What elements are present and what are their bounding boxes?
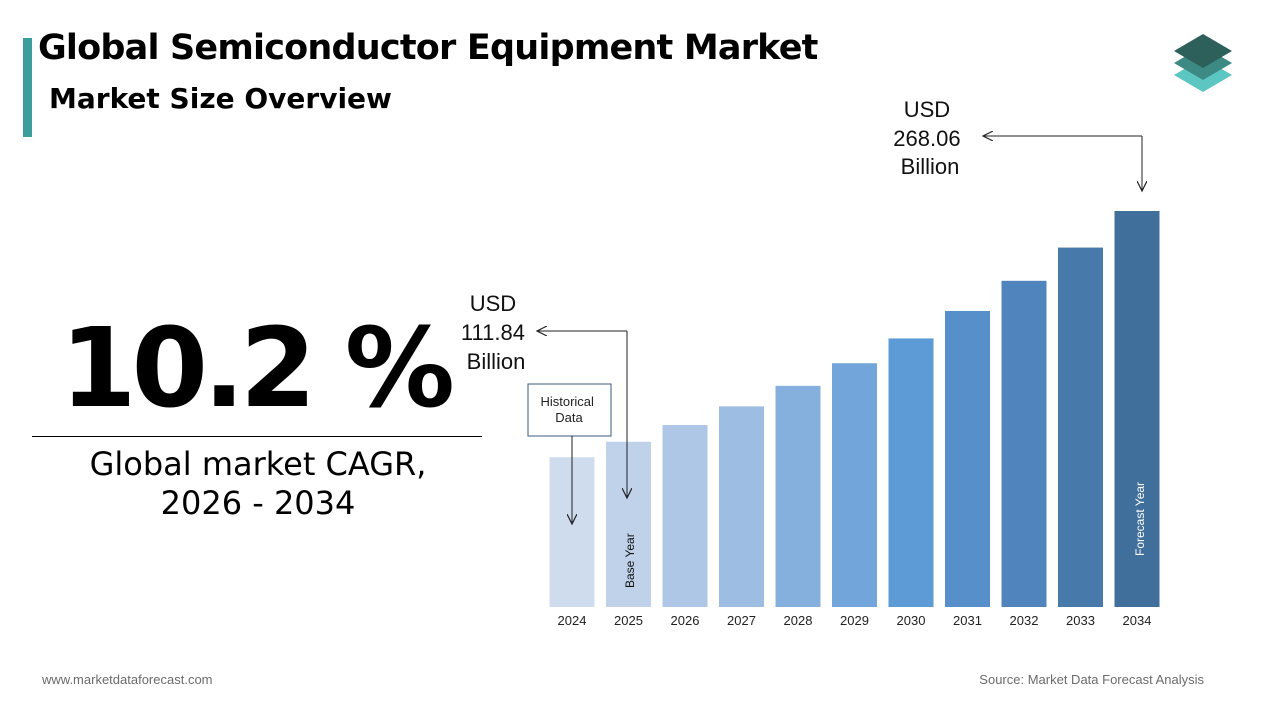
x-tick-2026: 2026 <box>671 613 700 628</box>
x-tick-2025: 2025 <box>614 613 643 628</box>
bar-2026 <box>662 424 708 607</box>
end-value-line1: USD <box>904 97 950 122</box>
start-value-label: USD 111.84 Billion <box>461 291 531 374</box>
bar-2031 <box>945 310 990 607</box>
start-value-line1: USD <box>470 291 516 316</box>
end-value-line3: Billion <box>901 154 960 179</box>
x-tick-2032: 2032 <box>1010 613 1039 628</box>
historical-data-line1: Historical <box>540 394 594 409</box>
kpi-divider <box>32 436 482 437</box>
x-tick-2027: 2027 <box>727 613 756 628</box>
footer-website: www.marketdataforecast.com <box>42 672 213 687</box>
title-accent-bar <box>23 38 32 137</box>
start-value-line3: Billion <box>467 349 526 374</box>
bar-2033 <box>1058 247 1103 607</box>
page-subtitle: Market Size Overview <box>49 82 392 115</box>
x-tick-2029: 2029 <box>840 613 869 628</box>
bar-2027 <box>719 406 764 607</box>
bar-2030 <box>888 338 934 607</box>
cagr-value: 10.2 % <box>60 304 455 432</box>
footer-source: Source: Market Data Forecast Analysis <box>979 672 1204 687</box>
x-tick-2024: 2024 <box>558 613 587 628</box>
historical-data-box <box>527 383 612 437</box>
end-value-line2: 268.06 <box>893 126 960 151</box>
start-value-line2: 111.84 <box>461 320 525 345</box>
x-tick-2033: 2033 <box>1066 613 1095 628</box>
historical-data-label: Historical Data <box>540 394 597 425</box>
x-tick-2034: 2034 <box>1123 613 1152 628</box>
cagr-label-line2: 2026 - 2034 <box>160 484 356 522</box>
bar-2034 <box>1114 211 1160 607</box>
end-value-label: USD 268.06 Billion <box>893 97 966 179</box>
cagr-label: Global market CAGR, 2026 - 2034 <box>58 445 458 523</box>
page-title: Global Semiconductor Equipment Market <box>38 28 818 68</box>
bar-2025 <box>606 441 651 607</box>
bar-2029 <box>832 363 877 607</box>
x-tick-2031: 2031 <box>953 613 982 628</box>
brand-logo-icon <box>1174 34 1232 92</box>
forecast-year-label: Forecast Year <box>1133 482 1147 556</box>
bar-2032 <box>1001 280 1047 607</box>
cagr-label-line1: Global market CAGR, <box>89 445 427 483</box>
historical-data-line2: Data <box>555 410 583 425</box>
base-year-label: Base Year <box>623 533 637 588</box>
bar-2028 <box>775 385 821 607</box>
x-tick-2030: 2030 <box>897 613 926 628</box>
x-tick-2028: 2028 <box>784 613 813 628</box>
